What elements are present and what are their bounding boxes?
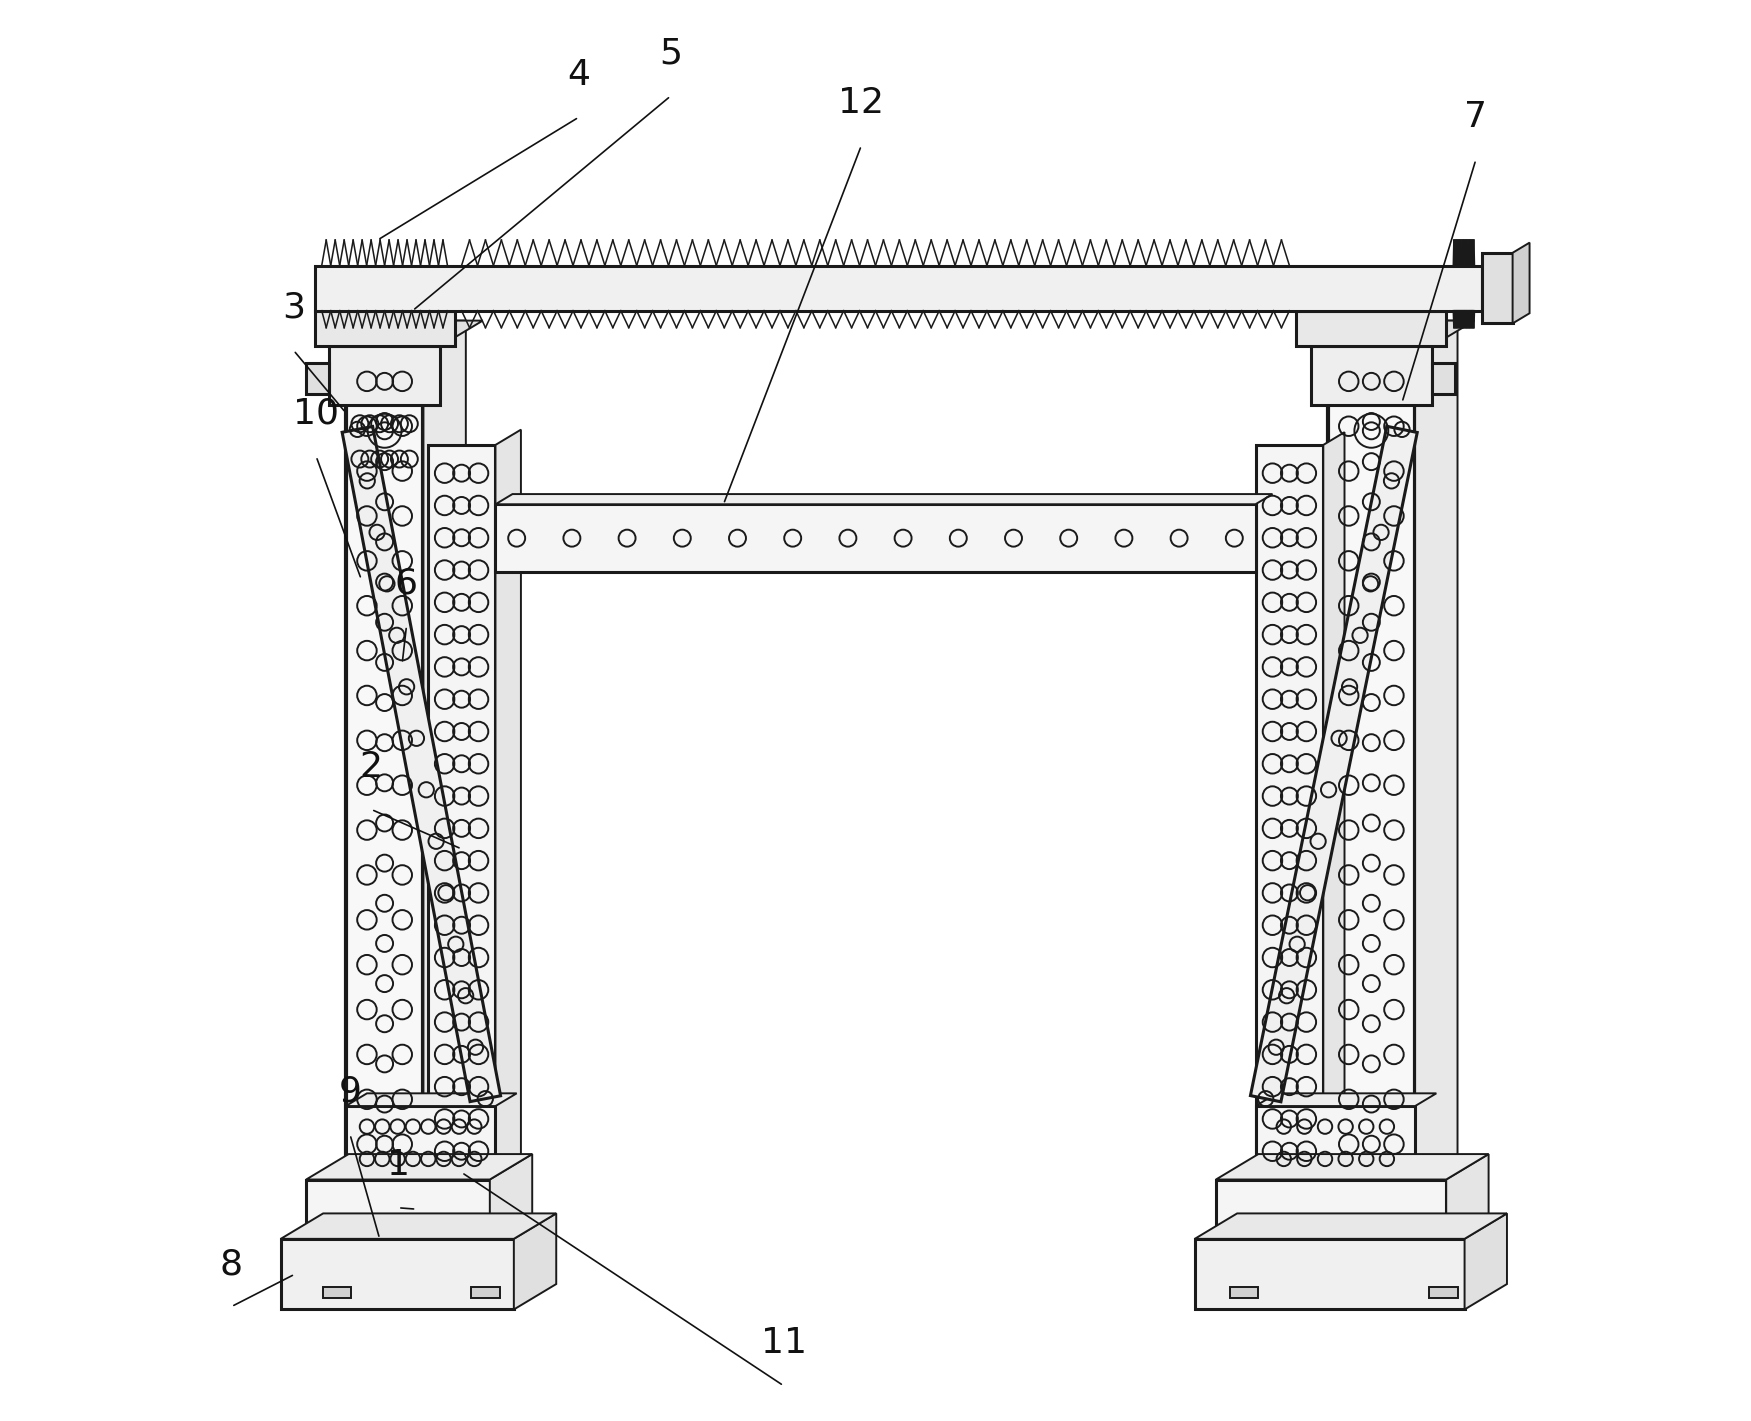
Bar: [1255, 1106, 1415, 1179]
Polygon shape: [1194, 1214, 1508, 1239]
Polygon shape: [490, 1154, 532, 1239]
Polygon shape: [1327, 321, 1457, 347]
Bar: [315, 266, 1481, 311]
Bar: [306, 362, 329, 394]
Polygon shape: [1415, 321, 1457, 1179]
Bar: [345, 347, 424, 1179]
Text: 4: 4: [567, 58, 590, 92]
Polygon shape: [329, 321, 483, 347]
Text: 5: 5: [658, 37, 683, 71]
Polygon shape: [1250, 426, 1417, 1101]
Bar: [1231, 1287, 1259, 1299]
Bar: [1194, 1239, 1464, 1310]
Bar: [306, 1179, 490, 1239]
Polygon shape: [496, 429, 520, 1179]
Polygon shape: [1513, 243, 1530, 324]
Polygon shape: [424, 321, 466, 1179]
Polygon shape: [345, 321, 466, 347]
Bar: [1429, 1287, 1457, 1299]
Text: 2: 2: [359, 750, 383, 784]
Text: 11: 11: [760, 1326, 807, 1360]
Bar: [1327, 347, 1415, 1179]
Polygon shape: [496, 495, 1273, 504]
Text: 6: 6: [396, 567, 418, 600]
Bar: [1481, 253, 1513, 324]
Polygon shape: [345, 1093, 517, 1106]
Polygon shape: [1255, 1093, 1436, 1106]
Bar: [427, 445, 496, 1179]
Polygon shape: [513, 1214, 557, 1310]
Bar: [329, 347, 441, 405]
Polygon shape: [341, 426, 501, 1101]
Text: 12: 12: [839, 87, 884, 119]
Bar: [471, 1287, 499, 1299]
Bar: [324, 1287, 352, 1299]
Polygon shape: [280, 1214, 557, 1239]
Bar: [1310, 347, 1432, 405]
Polygon shape: [1215, 1154, 1488, 1179]
Text: 8: 8: [221, 1248, 243, 1282]
Bar: [1215, 1179, 1446, 1239]
Bar: [496, 504, 1255, 573]
Polygon shape: [315, 286, 497, 311]
Text: 7: 7: [1464, 99, 1487, 134]
Bar: [1296, 311, 1446, 347]
Text: 3: 3: [282, 291, 305, 325]
Text: 1: 1: [387, 1148, 410, 1182]
Polygon shape: [1324, 432, 1345, 1179]
Polygon shape: [306, 1154, 532, 1179]
Bar: [280, 1239, 513, 1310]
Polygon shape: [1296, 286, 1488, 311]
Polygon shape: [1446, 1154, 1488, 1239]
Text: 10: 10: [292, 396, 340, 431]
Text: 9: 9: [338, 1074, 361, 1108]
Bar: [315, 311, 455, 347]
Bar: [1255, 445, 1324, 1179]
Polygon shape: [1310, 321, 1474, 347]
Polygon shape: [1464, 1214, 1508, 1310]
Bar: [1432, 362, 1455, 394]
Bar: [345, 1106, 496, 1179]
